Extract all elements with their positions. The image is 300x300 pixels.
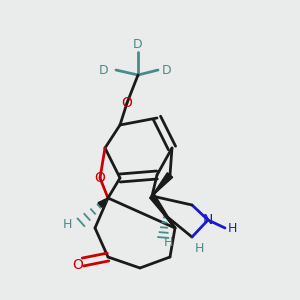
Polygon shape bbox=[152, 173, 173, 196]
Polygon shape bbox=[150, 194, 175, 228]
Text: D: D bbox=[98, 64, 108, 76]
Polygon shape bbox=[98, 198, 108, 207]
Text: H: H bbox=[163, 236, 173, 248]
Text: O: O bbox=[73, 258, 83, 272]
Text: H: H bbox=[228, 221, 237, 235]
Text: H: H bbox=[195, 242, 204, 254]
Text: N: N bbox=[203, 213, 213, 227]
Text: O: O bbox=[94, 171, 105, 185]
Text: D: D bbox=[133, 38, 143, 52]
Text: H: H bbox=[63, 218, 72, 232]
Text: D: D bbox=[162, 64, 172, 76]
Text: O: O bbox=[122, 96, 132, 110]
